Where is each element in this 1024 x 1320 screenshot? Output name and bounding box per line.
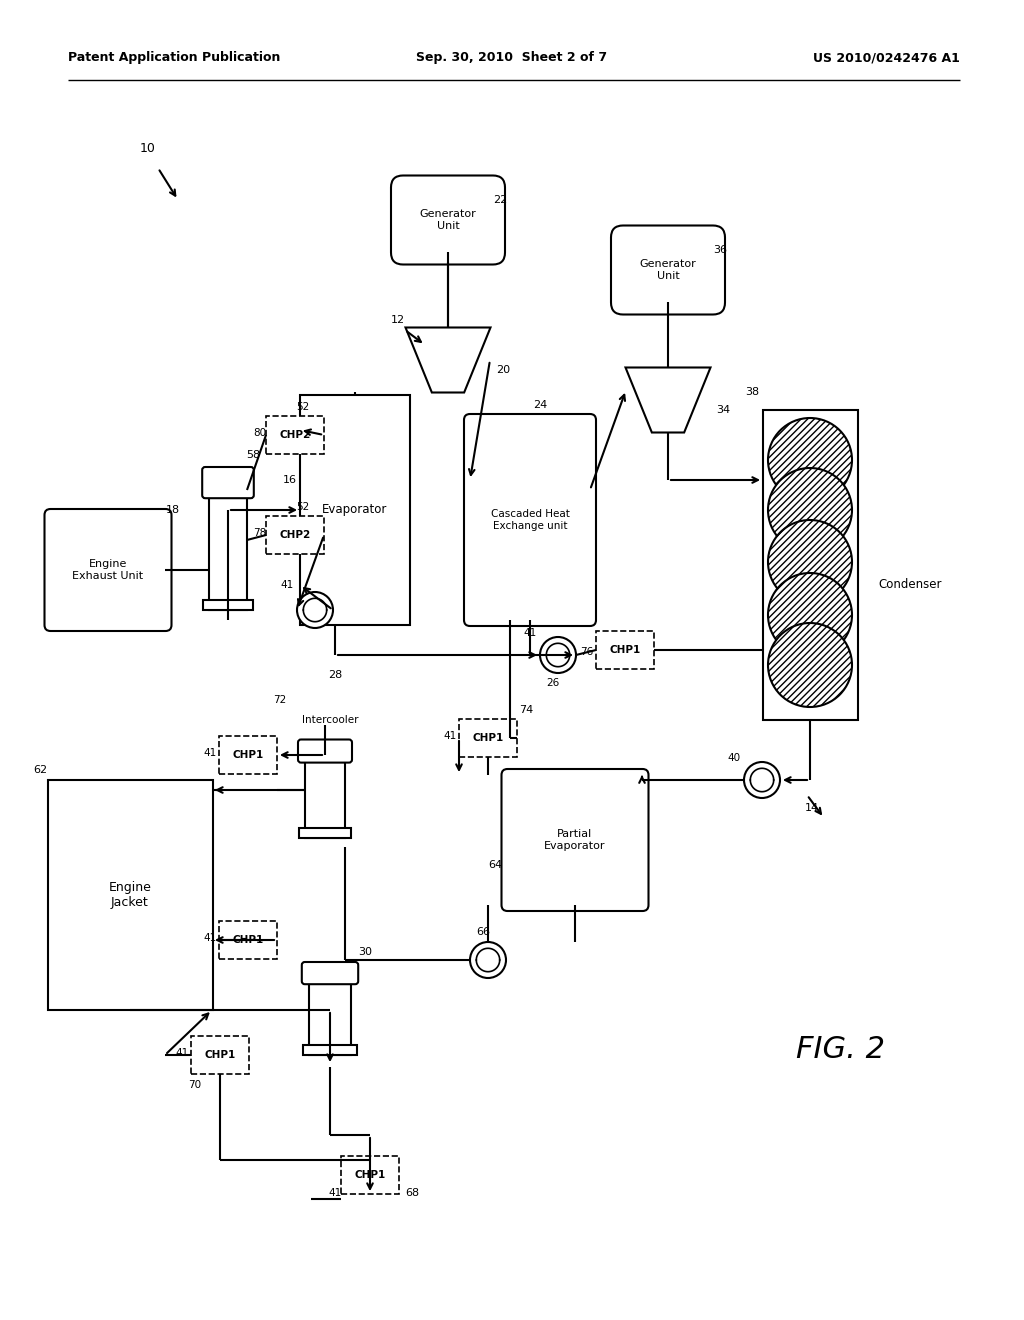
Bar (209, 470, 247, 610)
Text: 24: 24 (532, 400, 547, 411)
Text: CHP2: CHP2 (280, 531, 310, 540)
Text: 74: 74 (519, 705, 534, 715)
Bar (266, 416, 324, 454)
Text: 36: 36 (713, 246, 727, 255)
Text: 10: 10 (140, 141, 156, 154)
Text: 41: 41 (523, 628, 537, 638)
Text: 41: 41 (443, 731, 457, 741)
Text: 41: 41 (175, 1048, 188, 1059)
Text: CHP1: CHP1 (609, 645, 641, 655)
Text: Patent Application Publication: Patent Application Publication (68, 51, 281, 65)
Circle shape (297, 591, 333, 628)
Bar (341, 1156, 399, 1195)
Text: CHP2: CHP2 (280, 430, 310, 440)
Text: 66: 66 (476, 927, 490, 937)
Bar (596, 631, 654, 669)
Text: 41: 41 (329, 1188, 342, 1199)
Circle shape (744, 762, 780, 799)
Text: Partial
Evaporator: Partial Evaporator (544, 829, 606, 851)
Text: 41: 41 (204, 933, 217, 942)
Bar (305, 742, 345, 837)
Text: 28: 28 (328, 671, 342, 680)
Bar (219, 921, 278, 960)
Text: Cascaded Heat
Exchange unit: Cascaded Heat Exchange unit (490, 510, 569, 531)
Text: Generator
Unit: Generator Unit (640, 259, 696, 281)
Bar (266, 516, 324, 554)
Text: 80: 80 (253, 428, 266, 438)
Text: 52: 52 (296, 403, 309, 412)
FancyBboxPatch shape (44, 510, 171, 631)
Text: Condenser: Condenser (878, 578, 941, 591)
Circle shape (470, 942, 506, 978)
Circle shape (768, 520, 852, 605)
Text: 41: 41 (204, 748, 217, 758)
Text: 76: 76 (581, 647, 594, 657)
FancyBboxPatch shape (502, 770, 648, 911)
Text: Evaporator: Evaporator (323, 503, 388, 516)
Circle shape (768, 573, 852, 657)
Text: Generator
Unit: Generator Unit (420, 209, 476, 231)
Circle shape (768, 623, 852, 708)
Bar (204, 601, 253, 610)
FancyBboxPatch shape (202, 467, 254, 498)
Text: 58: 58 (246, 450, 260, 459)
Text: CHP1: CHP1 (354, 1170, 386, 1180)
Text: 20: 20 (496, 366, 510, 375)
FancyBboxPatch shape (391, 176, 505, 264)
Text: 30: 30 (358, 946, 372, 957)
Text: Sep. 30, 2010  Sheet 2 of 7: Sep. 30, 2010 Sheet 2 of 7 (417, 51, 607, 65)
Text: 34: 34 (716, 405, 730, 414)
Text: 18: 18 (166, 506, 180, 515)
Text: US 2010/0242476 A1: US 2010/0242476 A1 (813, 51, 961, 65)
Text: Intercooler: Intercooler (302, 715, 358, 725)
Text: CHP1: CHP1 (472, 733, 504, 743)
Text: Engine
Exhaust Unit: Engine Exhaust Unit (73, 560, 143, 581)
Circle shape (768, 469, 852, 552)
Polygon shape (626, 367, 711, 433)
Text: 14: 14 (805, 803, 819, 813)
Bar (47, 780, 213, 1010)
FancyBboxPatch shape (611, 226, 725, 314)
Bar (763, 411, 857, 719)
Text: 38: 38 (744, 387, 759, 397)
Text: 62: 62 (33, 766, 47, 775)
Text: CHP1: CHP1 (232, 750, 263, 760)
FancyBboxPatch shape (464, 414, 596, 626)
Text: 68: 68 (404, 1188, 419, 1199)
Polygon shape (406, 327, 490, 392)
Text: 52: 52 (296, 502, 309, 512)
Bar (299, 828, 351, 837)
Bar (459, 719, 517, 756)
Bar (309, 965, 351, 1055)
Bar (219, 737, 278, 774)
Bar (191, 1036, 249, 1074)
Text: 26: 26 (547, 678, 560, 688)
Text: 78: 78 (253, 528, 266, 539)
Text: 41: 41 (281, 579, 294, 590)
Text: Engine
Jacket: Engine Jacket (109, 880, 152, 909)
Text: 16: 16 (283, 475, 297, 484)
Circle shape (540, 638, 575, 673)
Circle shape (768, 418, 852, 502)
Text: 70: 70 (188, 1080, 202, 1090)
Text: 12: 12 (391, 315, 406, 325)
Text: CHP1: CHP1 (205, 1049, 236, 1060)
FancyBboxPatch shape (298, 739, 352, 763)
Bar (300, 395, 410, 624)
Text: CHP1: CHP1 (232, 935, 263, 945)
Bar (303, 1045, 357, 1055)
Text: 22: 22 (493, 195, 507, 205)
FancyBboxPatch shape (302, 962, 358, 985)
Text: 64: 64 (488, 861, 502, 870)
Text: FIG. 2: FIG. 2 (796, 1035, 885, 1064)
Text: 40: 40 (727, 752, 740, 763)
Text: 72: 72 (273, 696, 287, 705)
